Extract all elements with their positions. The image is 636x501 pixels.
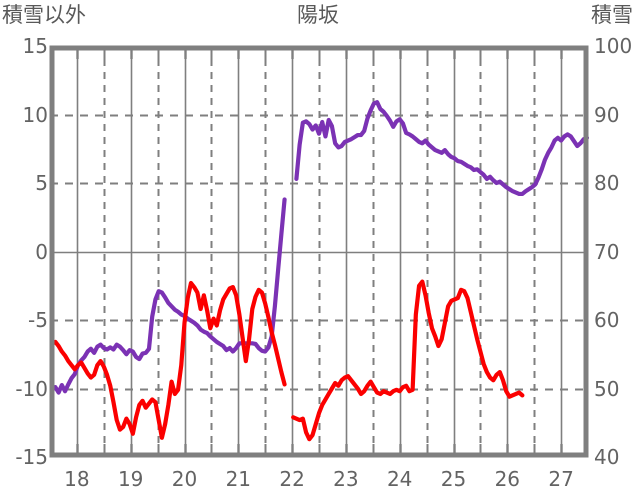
right-ytick-label: 70 [594, 239, 620, 264]
series-line-other [50, 280, 287, 440]
left-ytick-label: 5 [35, 171, 48, 195]
plot-frame [49, 45, 589, 458]
right-ytick-label: 60 [594, 308, 620, 332]
right-ytick-label: 80 [594, 171, 620, 195]
right-ytick-label: 100 [594, 34, 633, 58]
right-ytick-label: 40 [594, 445, 620, 469]
left-axis-caption: 積雪以外 [2, 3, 86, 27]
xtick-label: 18 [64, 467, 90, 491]
series-line-other [291, 279, 525, 442]
right-axis-caption: 積雪 [591, 3, 633, 27]
xtick-label: 27 [548, 467, 574, 491]
left-ytick-label: 15 [22, 34, 48, 58]
series-line-snow [50, 197, 287, 395]
xtick-label: 24 [386, 467, 413, 491]
xtick-label: 25 [440, 467, 467, 491]
left-ytick-label: -5 [28, 308, 48, 332]
left-ytick-label: 10 [22, 102, 48, 127]
xtick-label: 21 [225, 467, 252, 491]
series-line-snow [294, 100, 590, 197]
right-ytick-label: 90 [594, 102, 620, 127]
xtick-label: 26 [494, 467, 521, 491]
left-ytick-label: -10 [15, 376, 48, 401]
xtick-label: 19 [117, 467, 144, 491]
right-ytick-label: 50 [594, 376, 620, 401]
left-ytick-label: 0 [35, 239, 48, 264]
xtick-label: 22 [279, 467, 305, 491]
left-ytick-label: -15 [15, 445, 48, 469]
xtick-label: 23 [333, 467, 359, 491]
chart-title: 陽坂 [297, 3, 339, 27]
xtick-label: 20 [171, 467, 198, 491]
